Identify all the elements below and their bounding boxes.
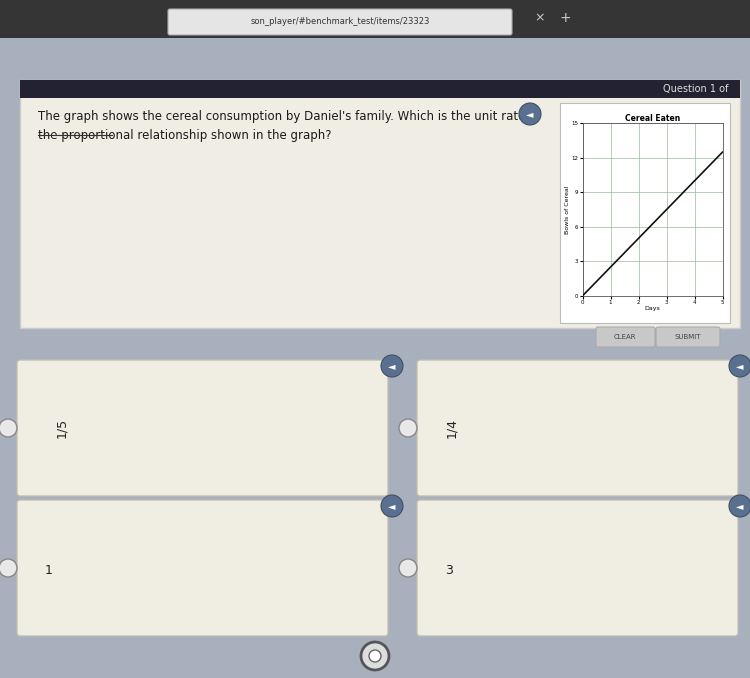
Text: ×: × [535, 12, 545, 24]
Text: ◄: ◄ [388, 361, 396, 371]
Text: CLEAR: CLEAR [614, 334, 636, 340]
Circle shape [361, 642, 389, 670]
Circle shape [0, 559, 17, 577]
Bar [0, 0, 750, 38]
Circle shape [381, 355, 403, 377]
Circle shape [729, 495, 750, 517]
Circle shape [0, 419, 17, 437]
Bar [20, 80, 740, 98]
Text: Question 1 of: Question 1 of [663, 84, 728, 94]
Y-axis label: Bowls of Cereal: Bowls of Cereal [565, 185, 570, 234]
Text: The graph shows the cereal consumption by Daniel's family. Which is the unit rat: The graph shows the cereal consumption b… [38, 110, 540, 142]
Text: +: + [560, 11, 571, 25]
Text: SUBMIT: SUBMIT [675, 334, 701, 340]
FancyBboxPatch shape [17, 360, 388, 496]
FancyBboxPatch shape [417, 500, 738, 636]
Text: 1/4: 1/4 [445, 418, 458, 438]
Bar [0, 0, 750, 30]
Text: ◄: ◄ [736, 361, 744, 371]
FancyBboxPatch shape [417, 360, 738, 496]
FancyBboxPatch shape [20, 80, 740, 328]
Circle shape [519, 103, 541, 125]
Circle shape [729, 355, 750, 377]
FancyBboxPatch shape [656, 327, 720, 347]
FancyBboxPatch shape [596, 327, 655, 347]
Text: son_player/#benchmark_test/items/23323: son_player/#benchmark_test/items/23323 [251, 18, 430, 26]
Text: 1: 1 [45, 563, 53, 576]
Circle shape [381, 495, 403, 517]
FancyBboxPatch shape [17, 500, 388, 636]
Text: ◄: ◄ [736, 501, 744, 511]
X-axis label: Days: Days [644, 306, 660, 311]
Circle shape [399, 559, 417, 577]
Circle shape [399, 419, 417, 437]
Bar [560, 103, 730, 323]
Circle shape [369, 650, 381, 662]
Title: Cereal Eaten: Cereal Eaten [625, 113, 680, 123]
Text: ◄: ◄ [526, 109, 534, 119]
Text: 3: 3 [445, 563, 453, 576]
Text: 1/5: 1/5 [55, 418, 68, 438]
FancyBboxPatch shape [168, 9, 512, 35]
Text: ◄: ◄ [388, 501, 396, 511]
